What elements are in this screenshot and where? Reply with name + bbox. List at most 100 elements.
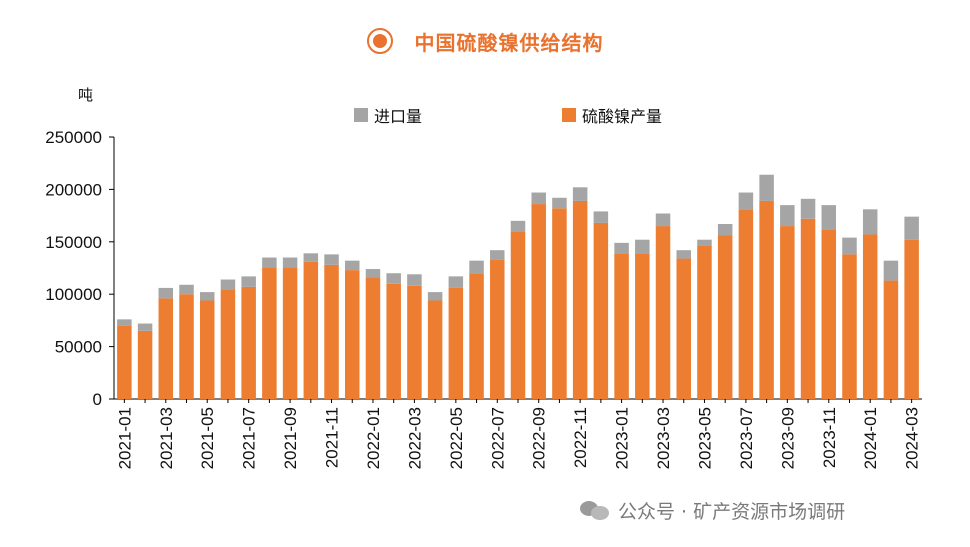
- bar-import: [220, 279, 236, 291]
- legend-swatch-production: [562, 108, 576, 122]
- y-tick-label: 50000: [55, 338, 102, 357]
- bar-import: [904, 216, 919, 240]
- bar-import: [469, 260, 484, 274]
- bar-production: [676, 258, 691, 399]
- x-tick-label: 2023-03: [654, 407, 673, 469]
- bar-production: [386, 283, 401, 399]
- y-tick-label: 200000: [45, 180, 102, 199]
- bar-import: [158, 287, 174, 299]
- bar-import: [262, 257, 277, 268]
- y-axis-unit: 吨: [78, 86, 94, 104]
- x-tick-label: 2021-07: [240, 407, 259, 469]
- x-tick-label: 2024-01: [861, 407, 880, 469]
- bar-production: [635, 253, 650, 399]
- bar-production: [345, 270, 360, 399]
- y-tick-label: 100000: [45, 285, 102, 304]
- bar-import: [448, 276, 464, 288]
- bar-import: [407, 274, 422, 286]
- x-tick-label: 2024-03: [903, 407, 922, 469]
- x-tick-label: 2023-05: [695, 407, 714, 469]
- bar-import: [572, 187, 588, 201]
- bar-production: [552, 208, 567, 399]
- x-tick-label: 2021-01: [115, 407, 134, 469]
- y-tick-label: 250000: [45, 128, 102, 147]
- wechat-icon: [580, 499, 610, 521]
- bar-import: [655, 213, 671, 227]
- bar-production: [531, 204, 546, 399]
- legend-item-production: 硫酸镍产量: [562, 104, 662, 126]
- bar-import: [282, 257, 298, 268]
- bar-import: [552, 197, 567, 209]
- bar-import: [510, 220, 526, 232]
- x-tick-label: 2022-09: [530, 407, 549, 469]
- bar-production: [759, 200, 774, 399]
- x-tick-label: 2021-09: [281, 407, 300, 469]
- x-tick-label: 2022-03: [405, 407, 424, 469]
- legend-label-import: 进口量: [374, 107, 423, 126]
- bar-production: [717, 235, 733, 399]
- bar-import: [427, 292, 443, 301]
- bar-import: [593, 211, 609, 223]
- bar-import: [759, 174, 774, 201]
- bar-import: [862, 209, 878, 235]
- bar-import: [365, 269, 381, 278]
- bar-production: [904, 239, 919, 399]
- bar-production: [220, 290, 236, 399]
- x-tick-label: 2023-07: [737, 407, 756, 469]
- bar-import: [324, 254, 339, 265]
- x-tick-label: 2021-05: [198, 407, 217, 469]
- bar-import: [117, 319, 132, 326]
- legend-label-production: 硫酸镍产量: [582, 107, 663, 126]
- bar-production: [697, 245, 712, 399]
- bar-production: [862, 234, 878, 399]
- bar-production: [780, 226, 795, 399]
- bar-production: [262, 268, 277, 399]
- x-tick-label: 2021-03: [157, 407, 176, 469]
- bar-production: [593, 222, 609, 399]
- bar-import: [179, 284, 194, 295]
- bar-import: [635, 239, 650, 254]
- bar-production: [407, 285, 422, 399]
- bar-production: [117, 325, 132, 399]
- bar-production: [490, 259, 505, 399]
- bar-production: [324, 264, 339, 399]
- x-tick-label: 2023-09: [778, 407, 797, 469]
- x-tick-label: 2023-01: [613, 407, 632, 469]
- bar-production: [842, 254, 857, 399]
- bar-import: [303, 253, 319, 262]
- bar-production: [883, 280, 899, 399]
- bar-production: [241, 286, 256, 399]
- y-tick-label: 0: [93, 390, 102, 409]
- bar-production: [179, 294, 194, 399]
- bar-production: [738, 209, 754, 399]
- bar-import: [490, 250, 505, 260]
- x-tick-label: 2022-07: [488, 407, 507, 469]
- x-tick-label: 2023-11: [820, 407, 839, 468]
- bar-import: [241, 276, 256, 287]
- bar-production: [199, 300, 215, 399]
- bar-import: [199, 292, 215, 301]
- bar-production: [510, 231, 526, 399]
- chart-title: 中国硫酸镍供给结构: [0, 24, 970, 58]
- bar-production: [303, 261, 319, 399]
- watermark-text: 公众号 · 矿产资源市场调研: [618, 500, 846, 523]
- x-tick-label: 2022-11: [571, 407, 590, 468]
- bar-production: [800, 218, 816, 399]
- bar-import: [697, 239, 712, 246]
- bar-production: [158, 298, 174, 399]
- bar-production: [655, 226, 671, 399]
- bar-production: [365, 277, 381, 399]
- bar-production: [614, 253, 629, 399]
- bar-production: [821, 229, 837, 399]
- bar-import: [676, 250, 691, 259]
- bar-production: [137, 330, 153, 399]
- bar-import: [717, 223, 733, 236]
- bar-import: [531, 192, 546, 205]
- watermark: 公众号 · 矿产资源市场调研: [580, 496, 845, 524]
- bar-production: [427, 300, 443, 399]
- bar-import: [614, 242, 629, 254]
- y-tick-label: 150000: [45, 233, 102, 252]
- bar-production: [282, 268, 298, 399]
- legend-swatch-import: [354, 108, 368, 122]
- x-tick-label: 2022-01: [364, 407, 383, 469]
